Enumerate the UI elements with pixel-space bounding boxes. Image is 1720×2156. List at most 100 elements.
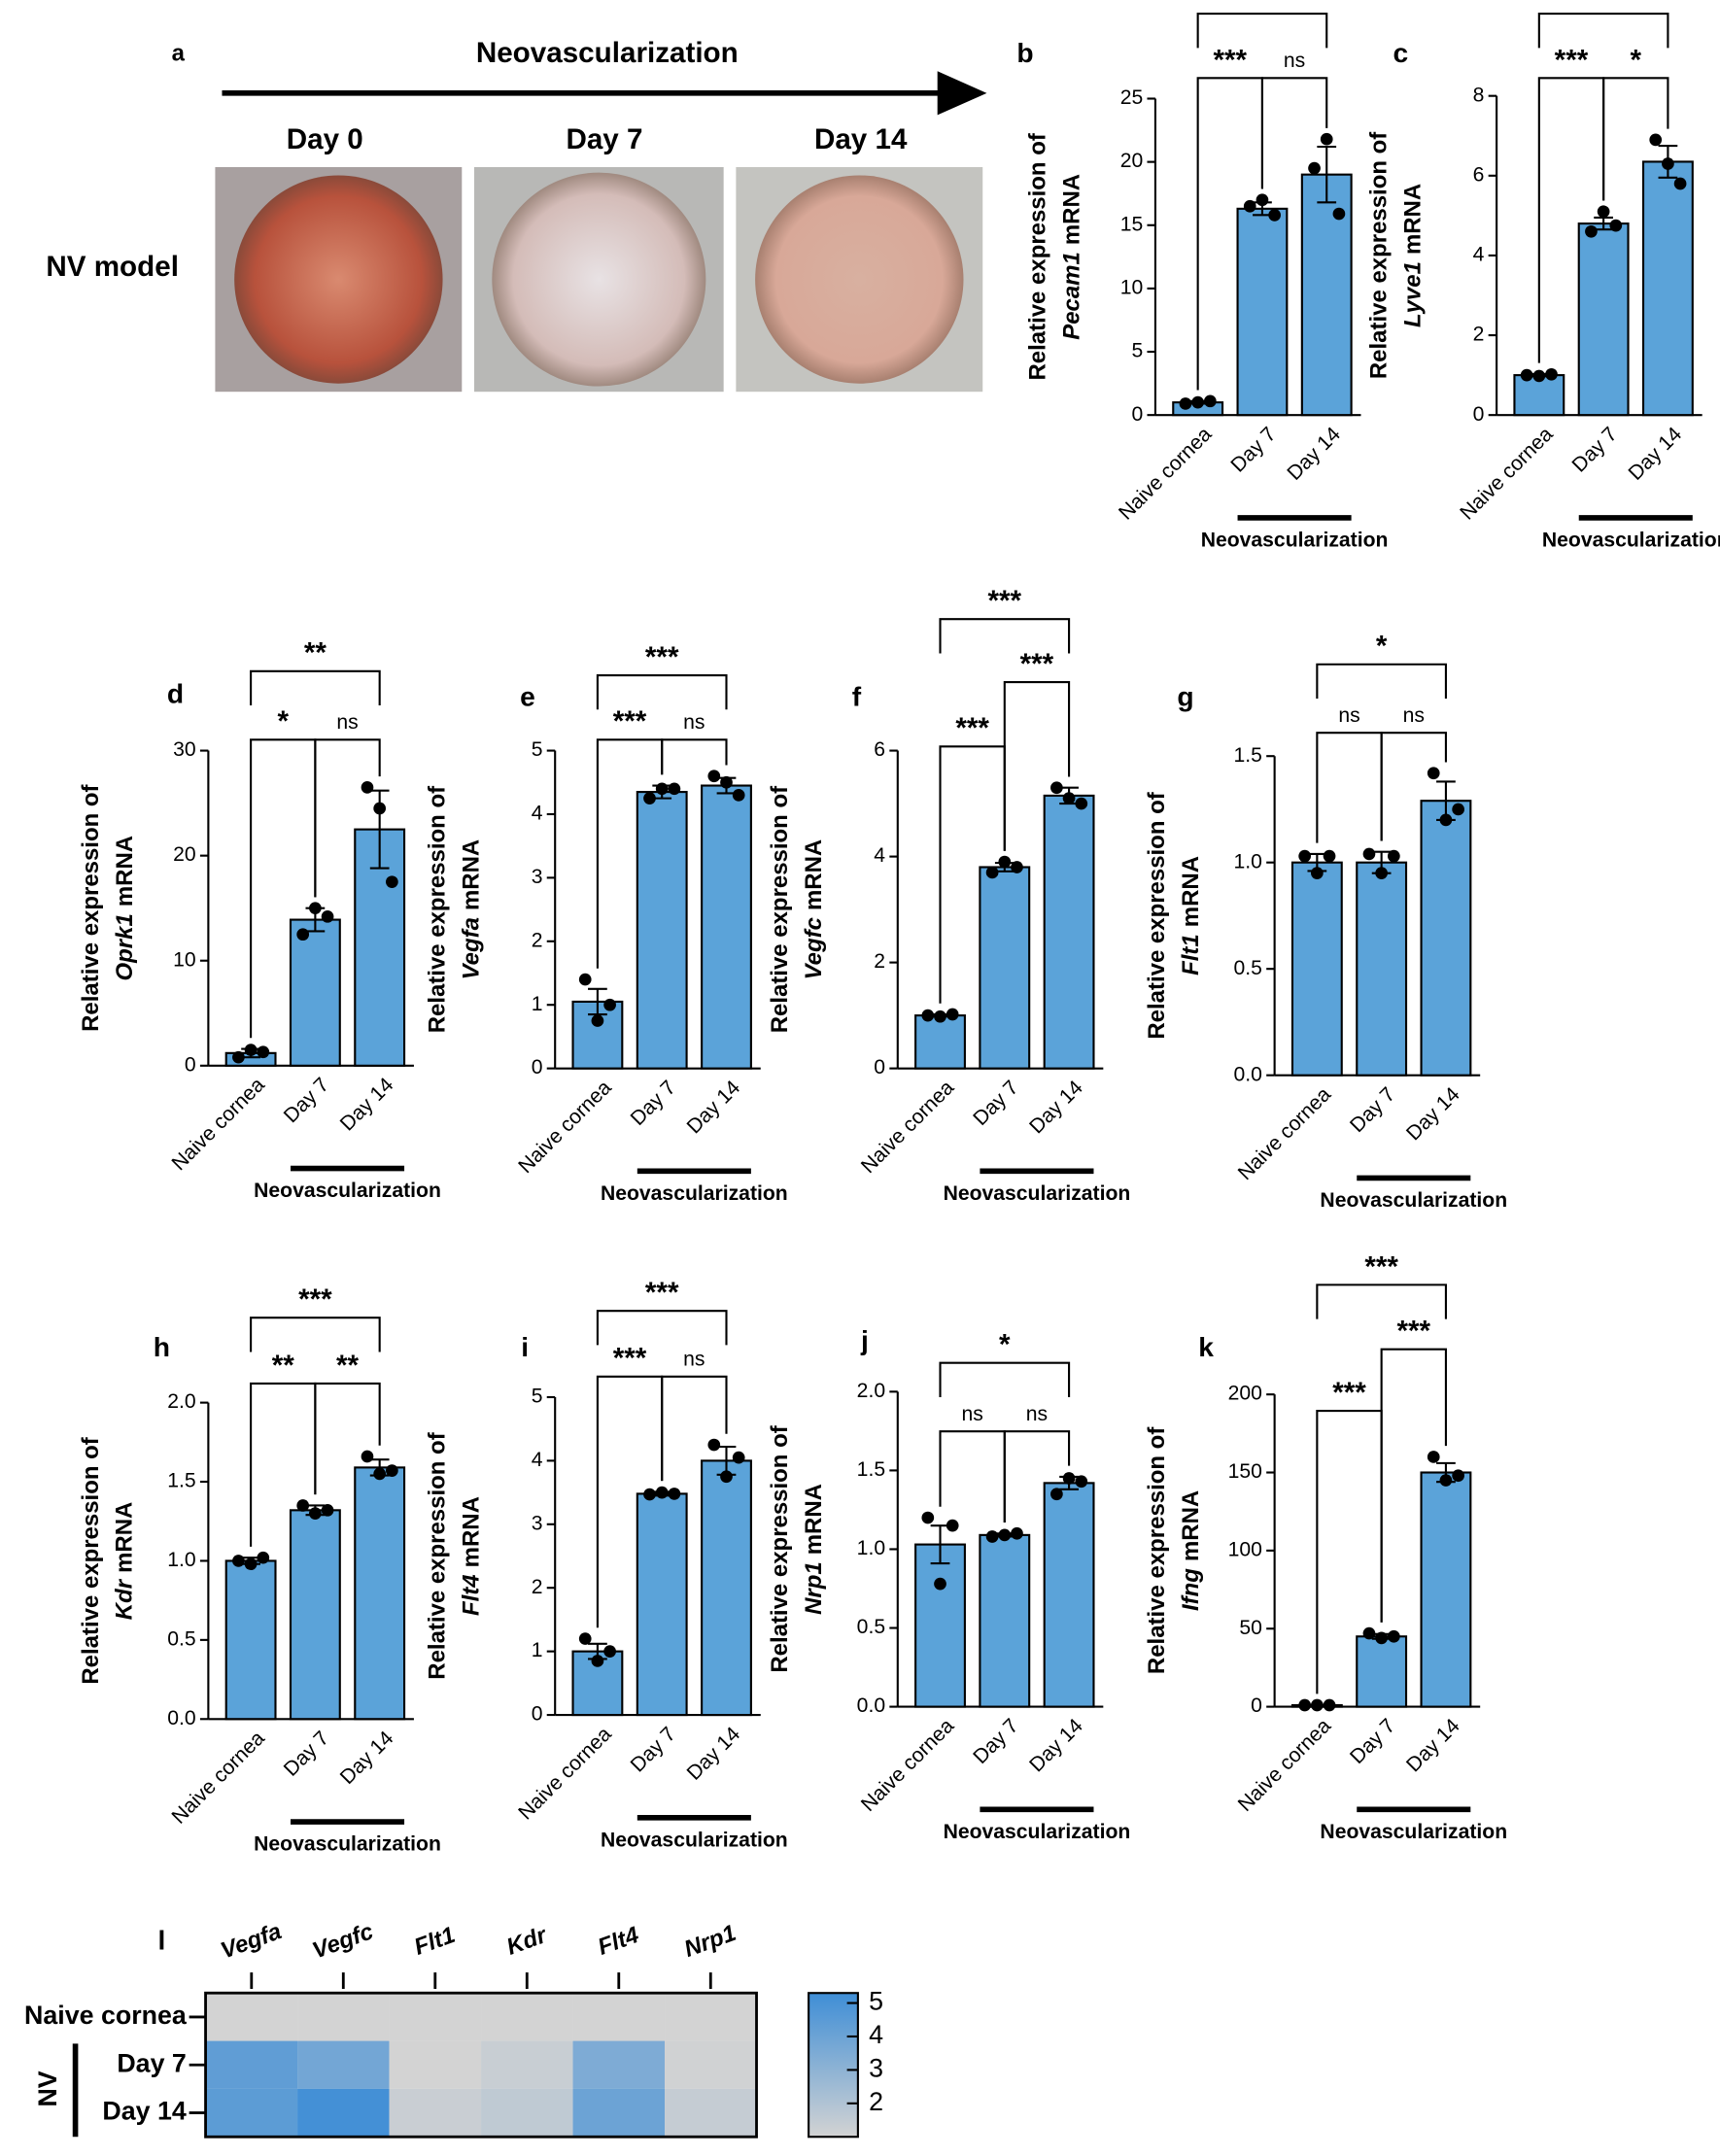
row-label: Day 7 bbox=[117, 2048, 186, 2077]
y-tick-label: 1 bbox=[532, 993, 543, 1015]
column-label: Vegfa bbox=[218, 1918, 286, 1964]
y-tick-label: 1.0 bbox=[857, 1537, 885, 1559]
data-point bbox=[1362, 1626, 1376, 1640]
gene-name: Nrp1 bbox=[801, 1561, 827, 1615]
data-point bbox=[1427, 1451, 1440, 1463]
bar bbox=[224, 1559, 277, 1721]
x-tick-label: Naive cornea bbox=[514, 1723, 616, 1824]
data-point bbox=[1362, 847, 1376, 861]
bar bbox=[289, 1509, 341, 1721]
significance-label: *** bbox=[1396, 1316, 1430, 1348]
data-point bbox=[921, 1009, 935, 1022]
colorbar bbox=[808, 1992, 859, 2139]
y-axis-unit: mRNA bbox=[112, 836, 138, 907]
y-axis-label: Vegfa mRNA bbox=[459, 839, 485, 980]
group-label: Neovascularization bbox=[601, 1182, 788, 1205]
bar bbox=[1641, 160, 1694, 417]
heat-cell bbox=[297, 2088, 390, 2138]
x-tick-label: Day 14 bbox=[1283, 423, 1345, 485]
data-point bbox=[1311, 1698, 1324, 1712]
heat-cell bbox=[297, 2040, 390, 2089]
bar bbox=[914, 1543, 966, 1708]
data-point bbox=[1662, 157, 1674, 170]
data-point bbox=[1075, 1475, 1088, 1489]
x-tick-label: Day 14 bbox=[1402, 1715, 1464, 1777]
data-point bbox=[1439, 1474, 1453, 1487]
y-axis-label: Relative expression of bbox=[1144, 791, 1170, 1039]
y-axis-label: Ifng mRNA bbox=[1178, 1490, 1204, 1611]
x-tick-label: Day 7 bbox=[969, 1715, 1022, 1768]
data-point bbox=[1256, 193, 1269, 207]
bar bbox=[1420, 800, 1472, 1077]
group-label: Neovascularization bbox=[944, 1821, 1131, 1843]
data-point bbox=[1452, 803, 1464, 816]
significance-bracket bbox=[1003, 681, 1071, 851]
significance-bracket bbox=[661, 1375, 728, 1482]
data-point bbox=[998, 1528, 1012, 1542]
bar bbox=[1420, 1471, 1472, 1708]
data-point bbox=[309, 902, 322, 915]
heat-cell bbox=[205, 1993, 298, 2041]
panel-letter: e bbox=[520, 680, 535, 711]
heat-cell bbox=[572, 2040, 666, 2089]
panel-letter: b bbox=[1016, 37, 1033, 68]
x-tick-label: Day 7 bbox=[280, 1074, 333, 1127]
y-axis-unit: mRNA bbox=[112, 1502, 138, 1573]
data-point bbox=[1585, 224, 1598, 238]
significance-label: *** bbox=[298, 1283, 332, 1316]
data-point bbox=[257, 1045, 270, 1059]
significance-label: *** bbox=[645, 641, 679, 673]
data-point bbox=[1243, 199, 1256, 213]
column-label: Nrp1 bbox=[681, 1920, 740, 1963]
panel-letter: h bbox=[154, 1331, 170, 1362]
significance-label: *** bbox=[1020, 648, 1054, 680]
data-point bbox=[1011, 861, 1023, 873]
y-tick-label: 0 bbox=[1473, 403, 1485, 426]
y-tick-label: 4 bbox=[1473, 244, 1485, 266]
y-axis-label: Relative expression of bbox=[1366, 131, 1393, 379]
heat-cell bbox=[665, 1993, 757, 2041]
column-label: Flt1 bbox=[411, 1922, 459, 1961]
data-point bbox=[668, 782, 681, 796]
data-point bbox=[946, 1519, 959, 1532]
row-label: NV model bbox=[46, 251, 179, 283]
row-group-label: NV bbox=[33, 2070, 62, 2106]
arrow-label: Neovascularization bbox=[476, 37, 739, 69]
panel-letter: c bbox=[1393, 37, 1409, 68]
data-point bbox=[244, 1044, 258, 1056]
data-point bbox=[232, 1555, 245, 1567]
x-tick-label: Naive cornea bbox=[1456, 423, 1558, 524]
data-point bbox=[1387, 1629, 1400, 1643]
data-point bbox=[655, 1486, 669, 1499]
data-point bbox=[1673, 177, 1687, 190]
gene-name: Flt4 bbox=[459, 1574, 485, 1616]
panel-letter: k bbox=[1198, 1331, 1214, 1362]
significance-label: *** bbox=[1246, 0, 1280, 12]
panel-a: a Neovascularization Day 0 Day 7 Day 14 … bbox=[46, 37, 987, 393]
significance-bracket bbox=[1316, 1283, 1447, 1319]
colorbar-tick-label: 4 bbox=[869, 2020, 883, 2049]
significance-label: *** bbox=[988, 585, 1022, 617]
x-tick-label: Day 14 bbox=[683, 1077, 745, 1139]
significance-bracket bbox=[596, 1310, 728, 1346]
data-point bbox=[1520, 368, 1533, 382]
gene-name: Vegfc bbox=[801, 917, 827, 979]
significance-label: ns bbox=[336, 711, 358, 734]
y-tick-label: 1.5 bbox=[167, 1470, 195, 1492]
significance-label: *** bbox=[645, 1277, 679, 1309]
day-label: Day 14 bbox=[814, 123, 908, 155]
x-tick-label: Naive cornea bbox=[1115, 423, 1217, 524]
data-point bbox=[296, 928, 310, 941]
significance-bracket bbox=[1003, 1430, 1071, 1523]
y-axis-label: Relative expression of bbox=[425, 1431, 451, 1679]
y-axis-unit: mRNA bbox=[1059, 174, 1085, 245]
significance-label: *** bbox=[613, 1343, 647, 1375]
y-tick-label: 2 bbox=[532, 929, 543, 951]
y-axis-label: Vegfc mRNA bbox=[801, 839, 827, 980]
data-point bbox=[1191, 395, 1204, 409]
y-axis-label: Relative expression of bbox=[1024, 132, 1050, 380]
y-tick-label: 2.0 bbox=[857, 1380, 885, 1402]
significance-label: ns bbox=[1403, 704, 1425, 727]
significance-label: * bbox=[277, 705, 289, 737]
